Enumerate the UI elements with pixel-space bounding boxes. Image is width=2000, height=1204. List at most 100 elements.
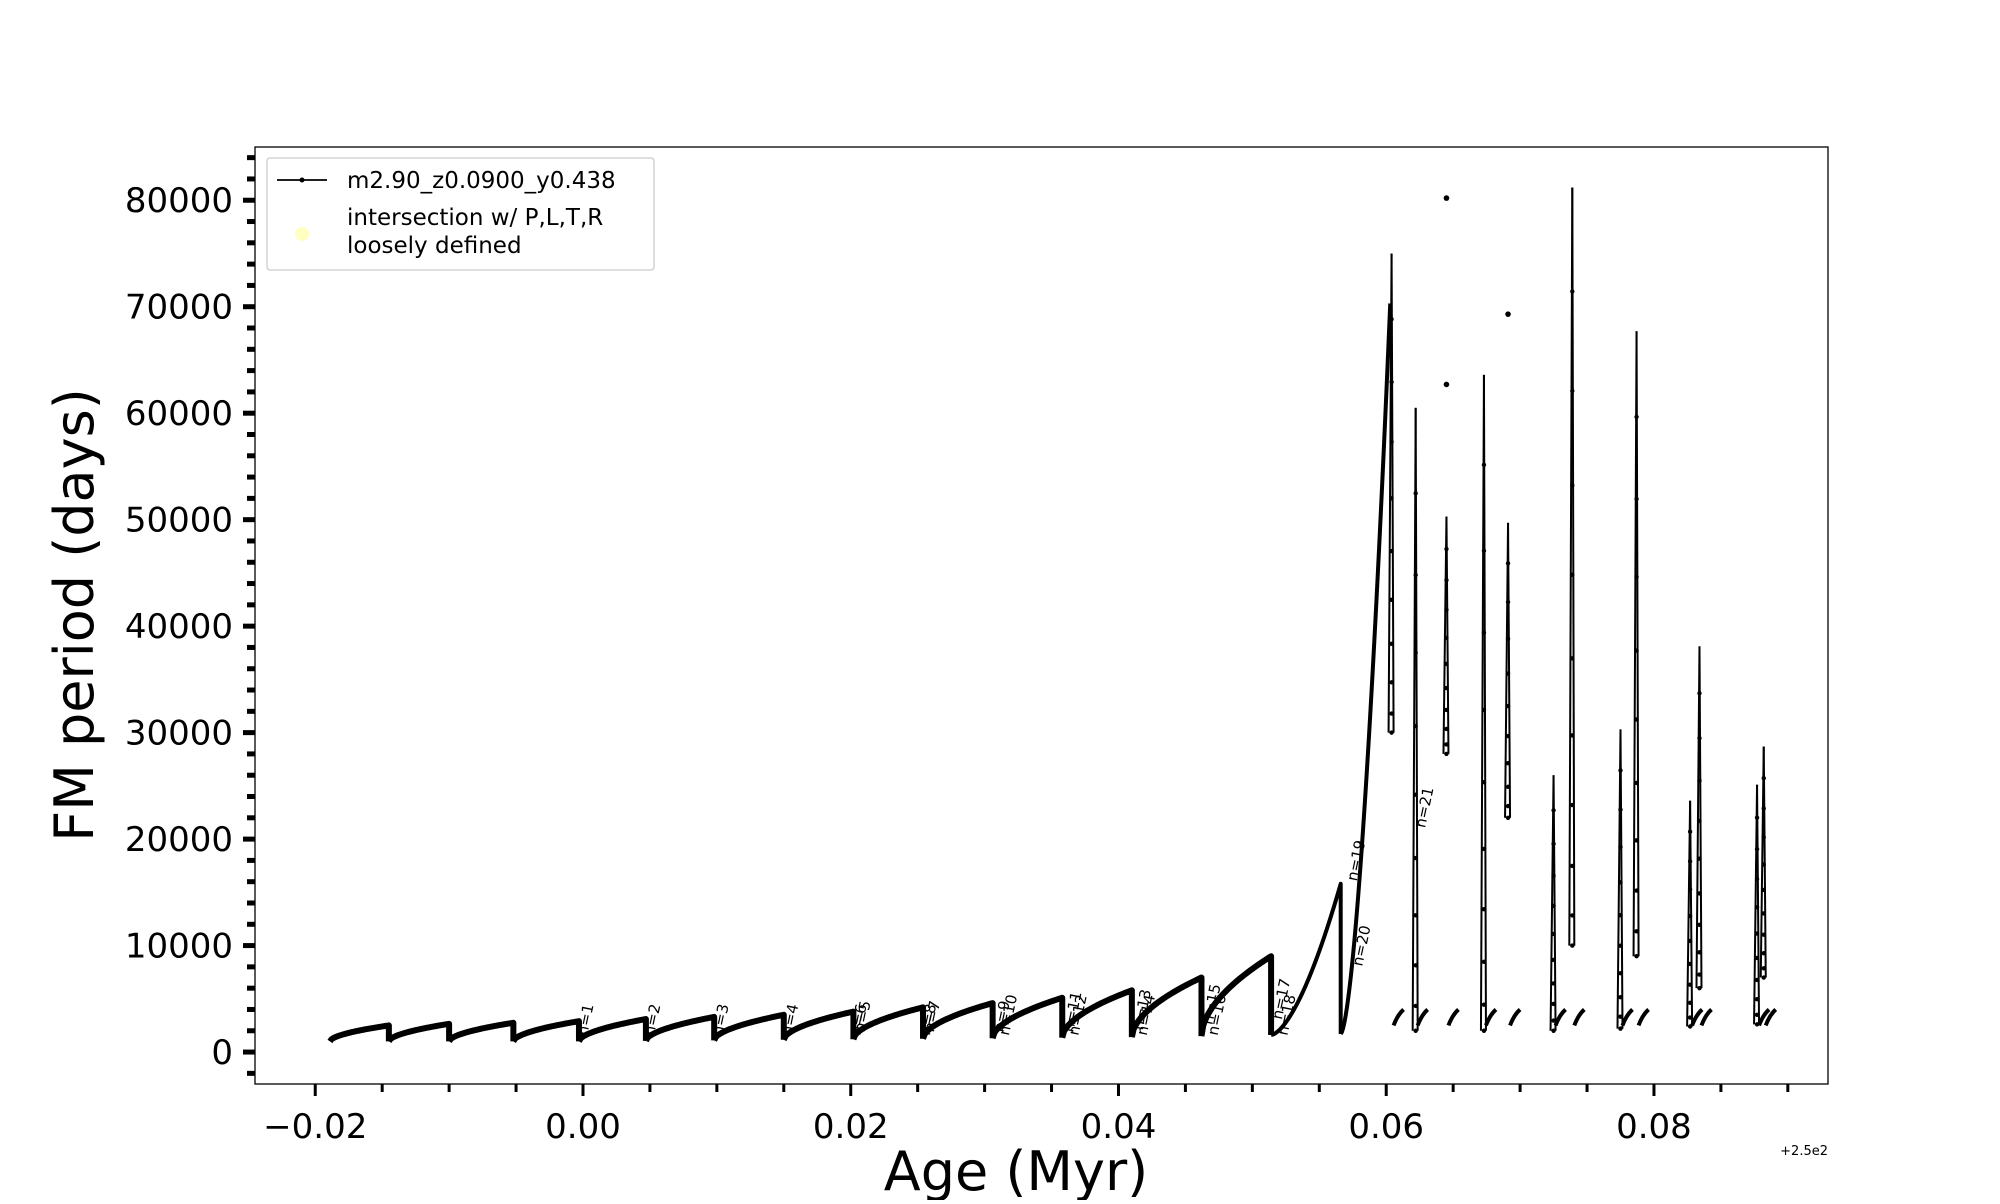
series-point [1754, 997, 1760, 1002]
series-point [1570, 913, 1575, 918]
series-point [1687, 982, 1693, 987]
series-point [1481, 707, 1487, 713]
series-point [1481, 1028, 1487, 1033]
series-cycle-segment [1128, 974, 1205, 1038]
series-cycle-segment [576, 1016, 649, 1043]
legend-series-2-line-2: loosely defined [347, 233, 522, 259]
series-spike-return [1507, 522, 1512, 818]
legend-series-2-label: intersection w/ P,L,T,R loosely defined [347, 205, 611, 259]
y-tick-label: 40000 [125, 607, 233, 647]
x-tick-label: 0.04 [1081, 1107, 1157, 1147]
series-point [1634, 929, 1639, 934]
series-point [1570, 656, 1575, 661]
series-cycle-segment [1198, 953, 1275, 1037]
series-point [1413, 723, 1418, 729]
series-point [1389, 730, 1394, 735]
series-point [1481, 780, 1487, 785]
legend-series-1-label: m2.90_z0.0900_y0.438 [347, 168, 616, 194]
series-point [1551, 841, 1556, 846]
series-point [1570, 572, 1575, 577]
series-point [1505, 803, 1511, 809]
series-spike-foot [1484, 1007, 1498, 1027]
series-point [1505, 784, 1511, 790]
series-point [1634, 574, 1639, 580]
series-spike-foot [1415, 1007, 1430, 1027]
annotation-label: n=19 [1343, 839, 1369, 883]
series-point [1754, 1012, 1760, 1018]
series-point [1413, 855, 1418, 861]
series-cycle-segment [510, 1018, 582, 1043]
series-point [1481, 630, 1487, 635]
series-point [1761, 887, 1766, 893]
y-tick-label: 70000 [125, 288, 233, 328]
y-tick-label: 80000 [125, 181, 233, 221]
legend: m2.90_z0.0900_y0.438 intersection w/ P,L… [266, 157, 655, 271]
x-axis-label: Age (Myr) [884, 1140, 1149, 1200]
series-cycle-segment [1270, 881, 1343, 1037]
series-point [1687, 859, 1693, 864]
series-point [1697, 891, 1702, 896]
series-spike-return [1414, 407, 1419, 1031]
series-point [1570, 388, 1575, 394]
series-point [1697, 856, 1702, 861]
series-point [1481, 462, 1487, 468]
series-point [1444, 742, 1449, 747]
series-point [1444, 661, 1449, 667]
series-point [1570, 802, 1575, 808]
x-tick-label: 0.08 [1616, 1107, 1692, 1147]
series-point [1634, 954, 1639, 959]
series-point [1634, 838, 1639, 843]
series-point [1389, 439, 1394, 445]
annotation-label: n=4 [778, 1002, 802, 1037]
series-point [1444, 635, 1449, 640]
series-point [1389, 641, 1394, 647]
series-point [1389, 597, 1394, 602]
series-point [1551, 1018, 1556, 1023]
series-spike-return [1552, 775, 1557, 1031]
series-point [1687, 1000, 1693, 1005]
series-point [1481, 906, 1487, 912]
series-point [1481, 548, 1487, 554]
legend-intersection-marker [295, 227, 309, 241]
series-point [1697, 735, 1702, 741]
annotation-label: n=10 [995, 993, 1021, 1037]
series-point [1754, 955, 1760, 961]
series-point [1687, 938, 1693, 944]
series-point [1505, 703, 1511, 709]
series-point [1389, 711, 1394, 716]
series-point [1618, 913, 1623, 918]
annotation-label: n=21 [1411, 785, 1437, 829]
series-isolated-point [1443, 195, 1450, 201]
series-point [1761, 975, 1766, 980]
series-point [1618, 994, 1623, 1000]
series-point [1687, 887, 1693, 892]
series-point [1618, 970, 1623, 976]
series-cycle-segment [446, 1019, 517, 1044]
series-point [1413, 963, 1418, 968]
series-point [1413, 572, 1418, 578]
series-point [1551, 931, 1556, 937]
y-tick-label: 30000 [125, 714, 233, 754]
series-point [1761, 862, 1766, 867]
x-tick-label: −0.02 [263, 1107, 367, 1147]
series-spike-foot [1508, 1007, 1522, 1027]
series-point [1618, 943, 1623, 948]
series-point [1505, 760, 1511, 766]
series-point [1551, 1001, 1556, 1007]
series-spike-foot [1699, 1007, 1713, 1027]
series-cycle-segment [781, 1008, 857, 1042]
series-point [1413, 1003, 1418, 1009]
series-point [1505, 636, 1511, 641]
series-point [1618, 807, 1623, 812]
series-point [1634, 648, 1639, 653]
series-spike-foot [1757, 1007, 1771, 1027]
series-point [1634, 414, 1639, 420]
legend-box [266, 157, 655, 271]
series-point [1634, 717, 1639, 722]
series-point [1413, 650, 1418, 655]
series-spike-return [1698, 646, 1703, 989]
series-isolated-point [1505, 311, 1511, 317]
series-point [1618, 1014, 1623, 1019]
series-spike-foot [1690, 1007, 1704, 1027]
series-spike-foot [1446, 1007, 1460, 1027]
